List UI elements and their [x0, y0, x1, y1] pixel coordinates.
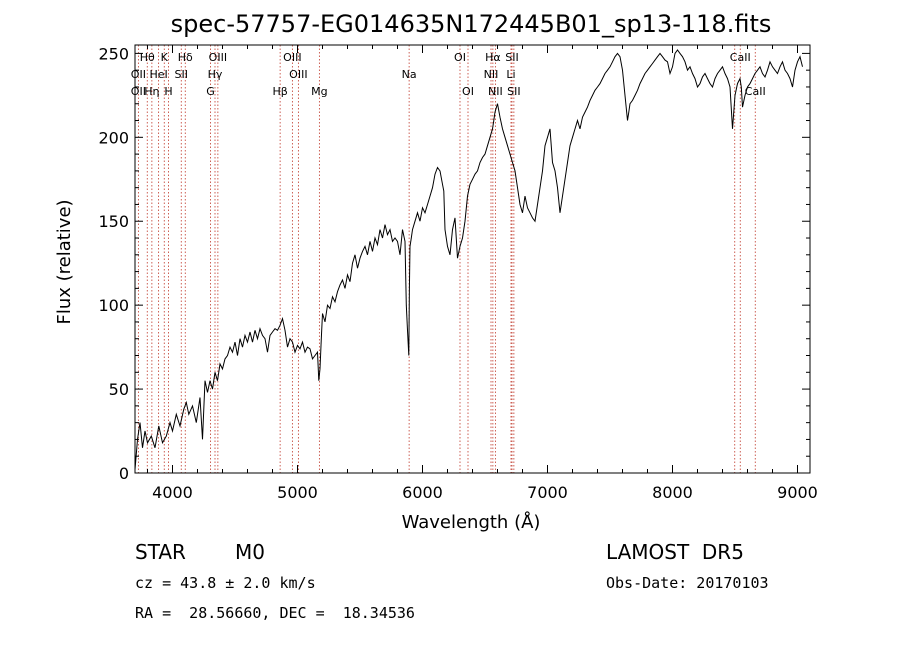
marker-label: Hβ	[272, 85, 287, 98]
marker-label: OIII	[283, 51, 301, 64]
redshift-value: cz = 43.8 ± 2.0 km/s	[135, 574, 316, 592]
marker-label: Hγ	[208, 68, 223, 81]
y-tick-label: 0	[119, 464, 129, 483]
marker-label: Mg	[311, 85, 327, 98]
y-tick-label: 100	[98, 296, 129, 315]
object-type: STAR	[135, 540, 186, 564]
y-tick-label: 250	[98, 44, 129, 63]
marker-label: NII	[484, 68, 499, 81]
marker-label: Li	[506, 68, 515, 81]
spectrum-line	[134, 49, 803, 470]
x-tick-label: 8000	[652, 483, 693, 502]
x-tick-label: 7000	[527, 483, 568, 502]
marker-label: Na	[402, 68, 417, 81]
x-axis-label: Wavelength (Å)	[402, 511, 541, 533]
marker-label: H	[164, 85, 172, 98]
emission-line-markers	[137, 45, 756, 473]
y-axis-ticks: 0 50 100 150 200 250	[98, 44, 810, 483]
marker-label: SII	[505, 51, 518, 64]
marker-label: OI	[462, 85, 474, 98]
marker-label: OI	[454, 51, 466, 64]
marker-label: Hθ	[140, 51, 155, 64]
marker-label: SII	[507, 85, 520, 98]
marker-label: G	[206, 85, 215, 98]
marker-label: K	[161, 51, 169, 64]
y-tick-label: 150	[98, 212, 129, 231]
observation-date: Obs-Date: 20170103	[606, 574, 769, 592]
marker-label: CaII	[730, 51, 751, 64]
plot-frame	[134, 44, 811, 474]
marker-label: NII	[488, 85, 503, 98]
x-tick-label: 4000	[152, 483, 193, 502]
marker-label: HeI	[149, 68, 167, 81]
marker-label: Hδ	[178, 51, 193, 64]
x-tick-label: 9000	[777, 483, 818, 502]
x-tick-label: 6000	[402, 483, 443, 502]
spectral-subclass: M0	[235, 540, 265, 564]
y-axis-label: Flux (relative)	[54, 199, 75, 324]
coordinates: RA = 28.56660, DEC = 18.34536	[135, 604, 415, 622]
x-axis-ticks: 4000 5000 6000 7000 8000 9000	[147, 45, 818, 502]
marker-label: Hη	[144, 85, 159, 98]
chart-title: spec-57757-EG014635N172445B01_sp13-118.f…	[171, 10, 772, 38]
marker-label: Hα	[485, 51, 501, 64]
x-tick-label: 5000	[277, 483, 318, 502]
marker-label: SII	[175, 68, 188, 81]
marker-label: OIII	[209, 51, 227, 64]
marker-label: CaII	[745, 85, 766, 98]
survey-name: LAMOST DR5	[606, 540, 744, 564]
y-tick-label: 50	[109, 380, 129, 399]
y-tick-label: 200	[98, 128, 129, 147]
marker-label: OIII	[289, 68, 307, 81]
